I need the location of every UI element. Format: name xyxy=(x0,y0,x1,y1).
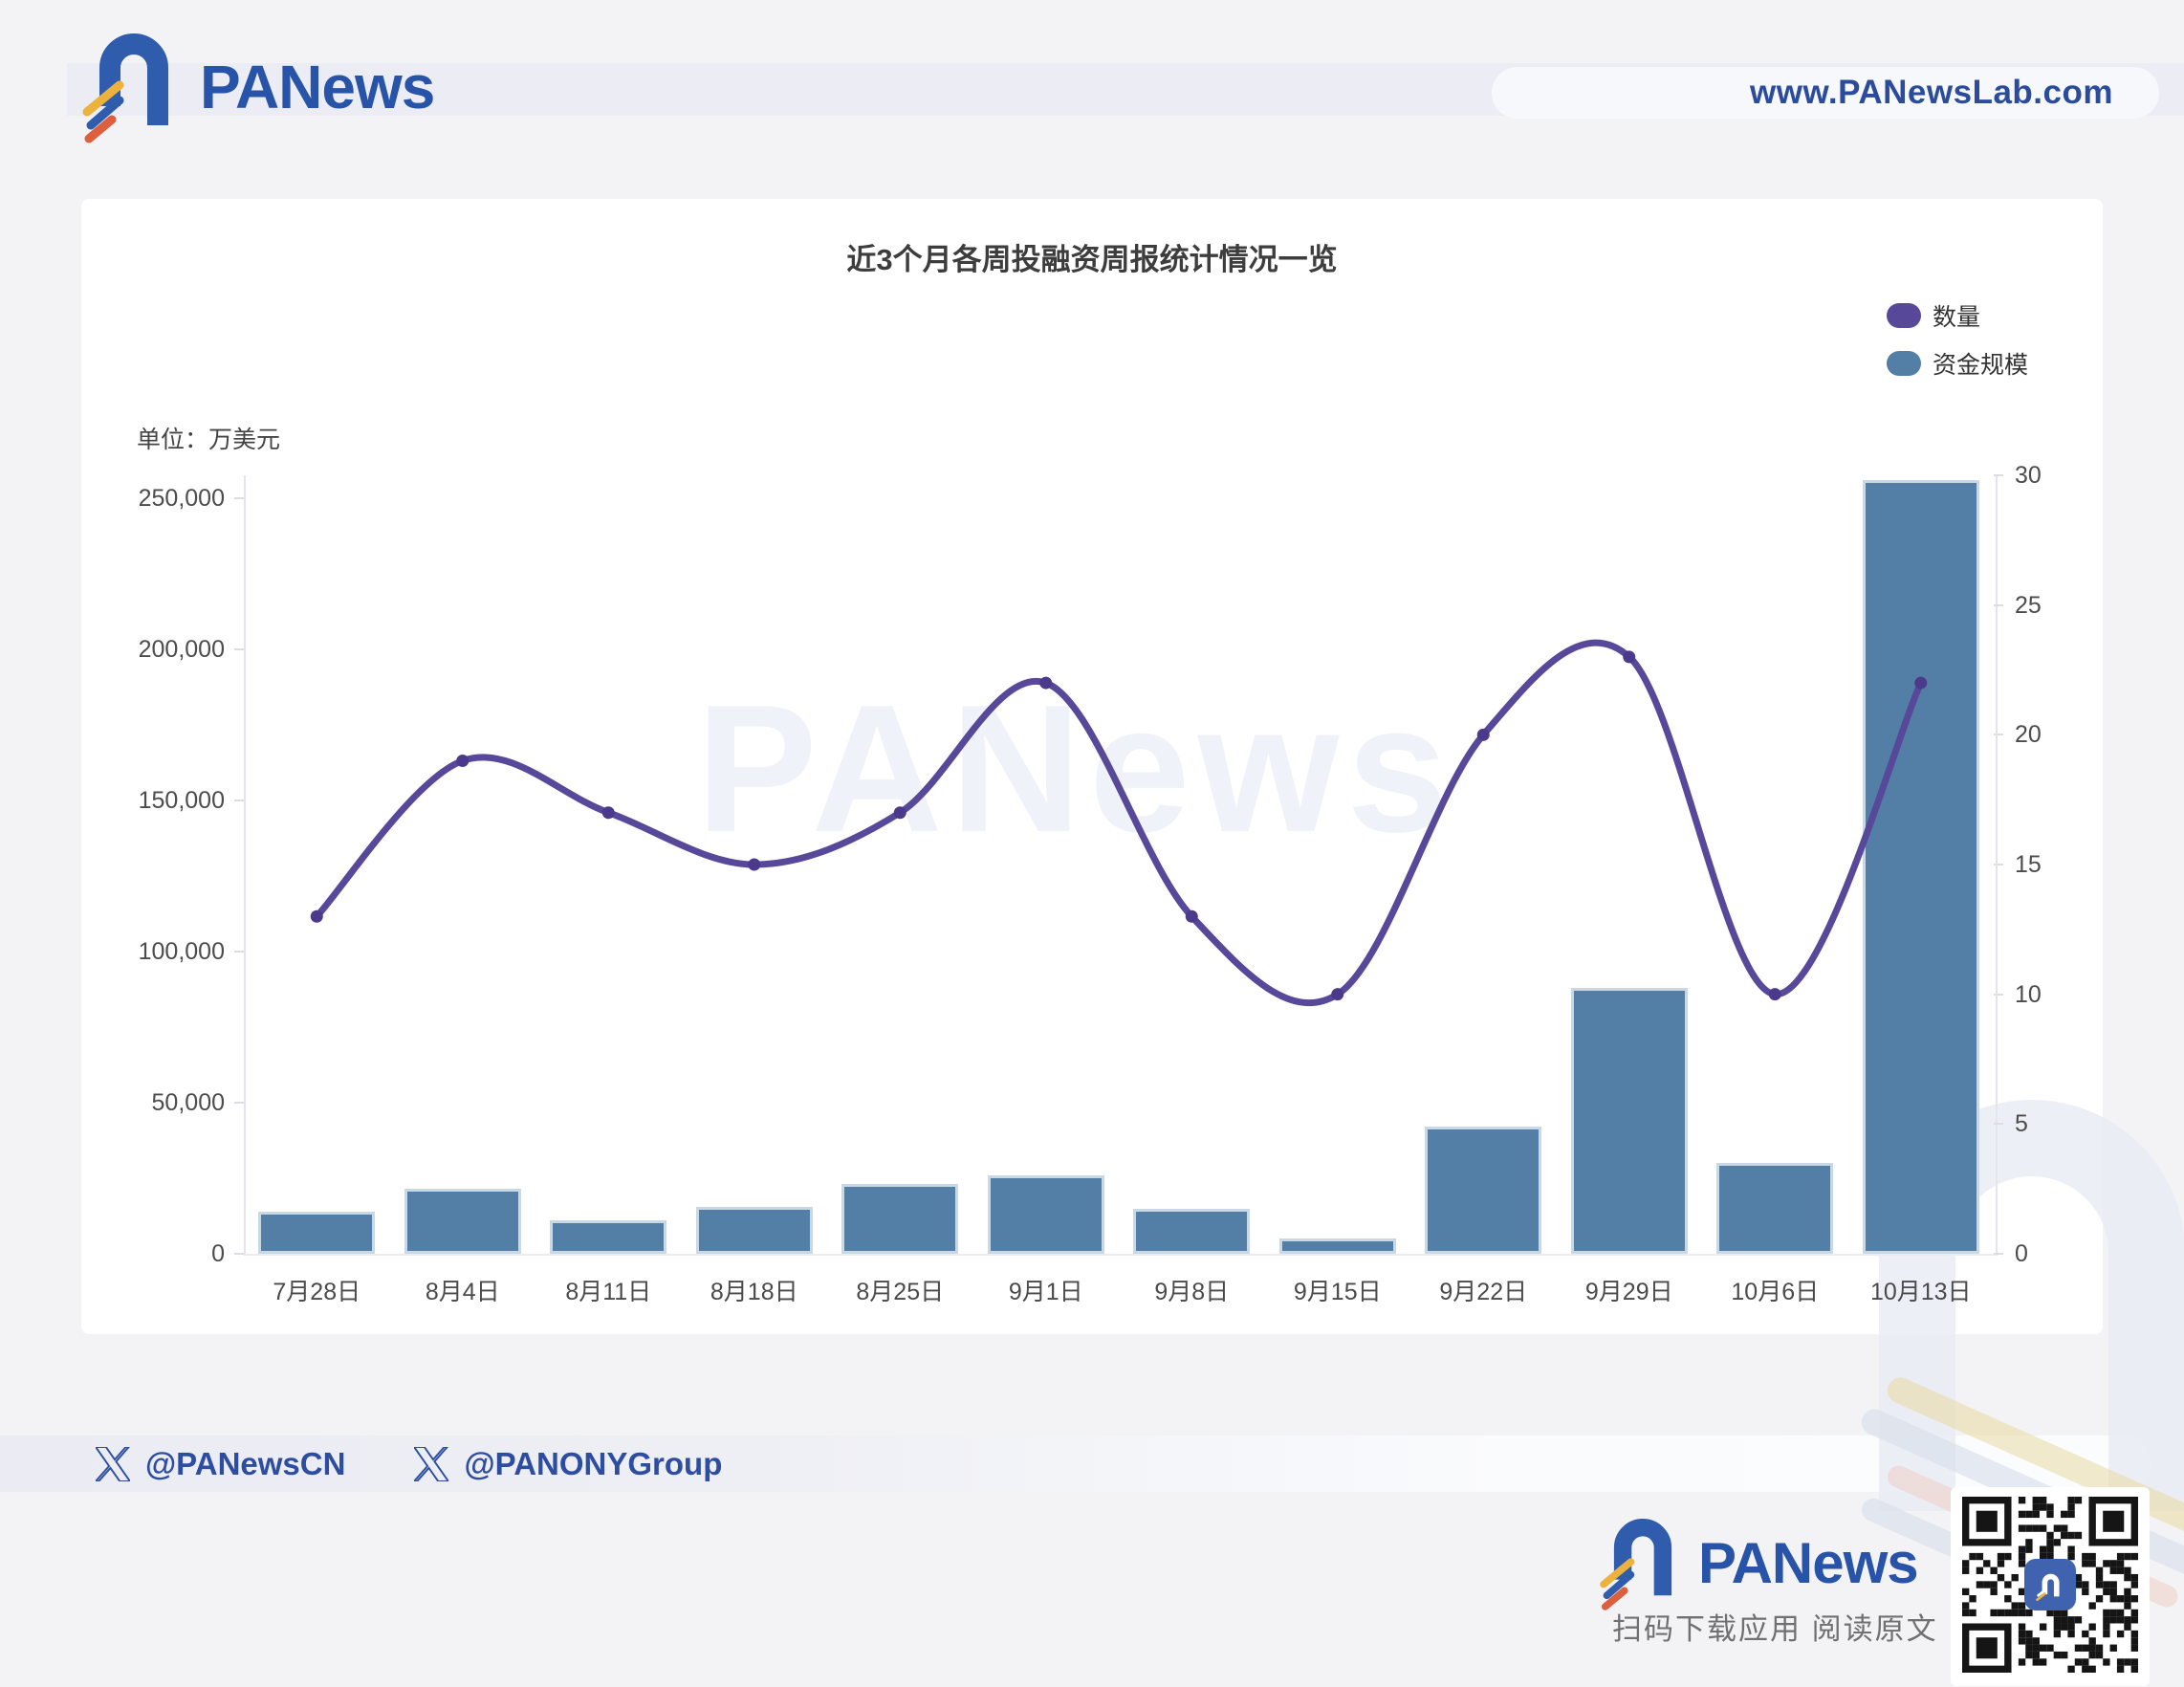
y-axis-right-tick xyxy=(1994,474,2003,476)
qr-magnet-icon xyxy=(2036,1573,2060,1602)
chart-card xyxy=(81,199,2103,1334)
chart-legend: 数量 资金规模 xyxy=(1887,298,2028,394)
y-axis-right-tick-label: 5 xyxy=(2015,1110,2028,1138)
panews-magnet-icon xyxy=(82,33,168,143)
y-axis-left-tick-label: 50,000 xyxy=(151,1088,225,1116)
x-axis-label: 9月1日 xyxy=(1008,1279,1083,1305)
funding-bar[interactable] xyxy=(1570,987,1688,1254)
site-url-pill[interactable]: www.PANewsLab.com xyxy=(1492,67,2159,119)
count-line xyxy=(313,639,1925,1007)
x-axis-label: 8月4日 xyxy=(425,1279,500,1305)
count-line-point[interactable] xyxy=(1768,988,1781,1001)
count-line-point[interactable] xyxy=(748,858,761,871)
count-line-chart xyxy=(310,639,1928,1007)
qr-caption: 扫码下载应用 阅读原文 xyxy=(1612,1612,1938,1646)
x-axis-label: 8月18日 xyxy=(710,1279,798,1305)
footer-panews-logo: PANews xyxy=(1599,1505,1919,1610)
panews-logo: PANews xyxy=(81,17,435,143)
x-axis-label: 9月22日 xyxy=(1439,1279,1528,1305)
x-axis-label: 10月6日 xyxy=(1731,1279,1820,1305)
legend-swatch-count xyxy=(1887,303,1921,328)
count-line-point[interactable] xyxy=(601,806,615,820)
chart-title: 近3个月各周投融资周报统计情况一览 xyxy=(846,243,1338,276)
count-line-point[interactable] xyxy=(1039,676,1053,690)
count-line-point[interactable] xyxy=(1623,650,1636,664)
funding-bar[interactable] xyxy=(258,1211,376,1254)
count-line-point[interactable] xyxy=(893,806,906,820)
y-axis-left-tick-label: 150,000 xyxy=(138,786,225,814)
funding-bar[interactable] xyxy=(550,1220,667,1254)
funding-bar[interactable] xyxy=(1133,1208,1251,1254)
y-axis-left-tick-label: 200,000 xyxy=(138,635,225,663)
plot-area xyxy=(244,475,1998,1256)
y-axis-left-tick xyxy=(234,950,244,953)
funding-bar[interactable] xyxy=(404,1189,521,1254)
funding-bar[interactable] xyxy=(1278,1238,1396,1254)
y-axis-left-tick xyxy=(234,799,244,801)
funding-bar[interactable] xyxy=(1425,1127,1542,1254)
qr-center-logo xyxy=(2024,1559,2076,1610)
count-line-point[interactable] xyxy=(456,754,470,767)
logo-wordmark: PANews xyxy=(1698,1530,1919,1595)
count-line-point[interactable] xyxy=(1476,728,1490,741)
y-axis-left-tick xyxy=(234,647,244,650)
footer-strip xyxy=(0,1435,2151,1492)
y-axis-left-tick-label: 0 xyxy=(211,1240,225,1267)
count-line-point[interactable] xyxy=(1331,988,1344,1001)
legend-label-funding: 资金规模 xyxy=(1933,352,2029,379)
x-twitter-icon xyxy=(414,1446,449,1481)
legend-item-count[interactable]: 数量 xyxy=(1887,298,2028,333)
funding-bar[interactable] xyxy=(1716,1163,1834,1254)
x-twitter-icon xyxy=(96,1446,130,1481)
x-axis-label: 8月25日 xyxy=(856,1279,945,1305)
y-axis-right-tick-label: 25 xyxy=(2015,591,2042,619)
panews-magnet-icon xyxy=(1600,1519,1672,1610)
funding-bar[interactable] xyxy=(695,1207,813,1254)
legend-item-funding[interactable]: 资金规模 xyxy=(1887,346,2028,381)
x-axis-label: 10月13日 xyxy=(1869,1279,1972,1305)
y-axis-right-tick xyxy=(1994,734,2003,736)
count-line-point[interactable] xyxy=(310,909,323,923)
y-axis-left-tick xyxy=(234,1253,244,1255)
qr-code xyxy=(1951,1487,2150,1686)
y-axis-left-tick xyxy=(234,496,244,499)
y-axis-left-tick xyxy=(234,1101,244,1104)
y-axis-right-tick-label: 10 xyxy=(2015,980,2042,1008)
funding-bar[interactable] xyxy=(987,1174,1104,1254)
count-line-point[interactable] xyxy=(1185,909,1198,923)
y-axis-right-tick xyxy=(1994,603,2003,606)
handle-label[interactable]: @PANONYGroup xyxy=(464,1445,723,1481)
y-axis-right-tick xyxy=(1994,1253,2003,1255)
x-axis-label: 8月11日 xyxy=(565,1279,652,1305)
chart-area: 近3个月各周投融资周报统计情况一览 数量 资金规模 单位：万美元 PANews … xyxy=(81,199,2103,1334)
logo-wordmark: PANews xyxy=(200,53,435,121)
y-axis-right-tick-label: 20 xyxy=(2015,721,2042,749)
x-axis-label: 9月29日 xyxy=(1584,1279,1673,1305)
y-axis-right-tick-label: 30 xyxy=(2015,462,2042,489)
y-axis-left-tick-label: 250,000 xyxy=(138,484,225,512)
site-url[interactable]: www.PANewsLab.com xyxy=(1750,74,2113,111)
handle-label[interactable]: @PANewsCN xyxy=(145,1445,346,1481)
handle-panonygroup[interactable]: @PANONYGroup xyxy=(414,1446,722,1482)
y-axis-right-tick-label: 15 xyxy=(2015,851,2042,878)
y-axis-left-tick-label: 100,000 xyxy=(138,937,225,965)
x-axis-label: 9月15日 xyxy=(1293,1279,1382,1305)
x-axis-label: 7月28日 xyxy=(273,1279,361,1305)
x-axis-label: 9月8日 xyxy=(1154,1279,1230,1305)
y-axis-right-tick-label: 0 xyxy=(2015,1240,2028,1267)
unit-label: 单位：万美元 xyxy=(137,427,281,453)
y-axis-right-tick xyxy=(1994,1123,2003,1126)
funding-bar[interactable] xyxy=(841,1184,959,1254)
social-handles: @PANewsCN @PANONYGroup xyxy=(96,1435,791,1492)
handle-panewscn[interactable]: @PANewsCN xyxy=(96,1446,345,1482)
legend-swatch-funding xyxy=(1887,351,1921,376)
y-axis-right-tick xyxy=(1994,864,2003,865)
count-line-point[interactable] xyxy=(1914,676,1928,690)
legend-label-count: 数量 xyxy=(1933,304,1981,331)
y-axis-right-tick xyxy=(1994,993,2003,996)
